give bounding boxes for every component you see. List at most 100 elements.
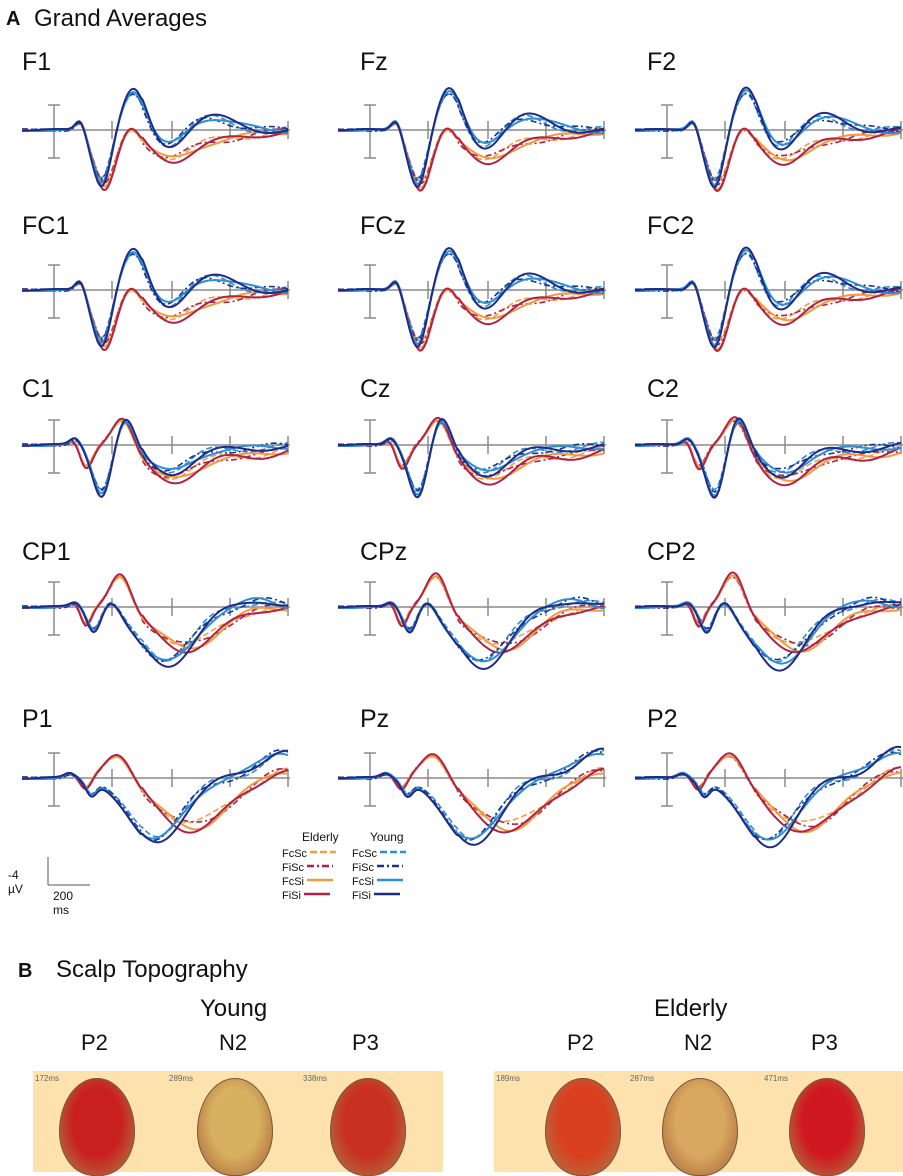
erp-plot-C2: [634, 416, 903, 499]
topo-component-label: P3: [811, 1030, 838, 1055]
legend-swatch: [373, 892, 400, 896]
legend-swatch: [307, 878, 333, 882]
legend-item-young-FiSi: FiSi: [352, 889, 402, 903]
legend-item-label: FiSi: [352, 890, 371, 902]
series-line-elderly-FiSi: [634, 416, 902, 487]
electrode-label: Pz: [360, 705, 390, 733]
series-line-elderly-FiSc: [22, 755, 289, 823]
legend-item-young-FiSc: FiSc: [352, 861, 405, 875]
topo-component-label: N2: [219, 1030, 248, 1055]
legend-item-label: FiSc: [282, 862, 304, 874]
erp-plot-P1: [21, 749, 290, 844]
scale-bar-time: 200 ms: [53, 889, 74, 917]
erp-plot-Cz: [337, 416, 606, 499]
series-line-elderly-FcSi: [21, 575, 288, 650]
series-line-young-FiSi: [634, 246, 902, 349]
legend-item-label: FcSc: [282, 848, 308, 860]
legend-young-title: Young: [370, 830, 404, 844]
topo-young-title: Young: [200, 995, 268, 1022]
scale-bar-lines: [47, 857, 90, 886]
series-line-elderly-FiSi: [21, 417, 289, 485]
erp-plot-F2: [634, 86, 903, 193]
topo-time-label: 471ms: [764, 1074, 789, 1083]
legend-item-elderly-FiSc: FiSc: [282, 861, 335, 875]
electrode-label: F1: [22, 48, 52, 76]
series-line-young-FiSc: [337, 750, 605, 841]
scalp-map-elderly-P3: [789, 1078, 865, 1176]
legend-item-label: FcSc: [352, 848, 378, 860]
topo-time-label: 189ms: [496, 1074, 521, 1083]
erp-plot-FC1: [21, 247, 290, 352]
series-line-elderly-FiSi: [337, 753, 605, 834]
series-line-young-FiSi: [21, 87, 289, 188]
series-line-young-FcSi: [634, 89, 902, 187]
series-line-elderly-FcSi: [337, 419, 605, 480]
series-line-elderly-FcSc: [634, 576, 902, 644]
legend-item-label: FiSi: [282, 890, 301, 902]
electrode-label: CP2: [647, 538, 696, 566]
series-line-young-FcSi: [634, 752, 902, 841]
series-line-young-FiSc: [22, 253, 289, 341]
series-line-elderly-FcSi: [337, 575, 605, 652]
series-line-young-FiSc: [634, 751, 902, 841]
series-line-young-FiSc: [22, 596, 289, 662]
series-line-young-FcSc: [21, 750, 289, 838]
electrode-label: CP1: [22, 538, 71, 566]
legend: Elderly Young FcSc FiSc FcSi FiSi FcSc FiSc Fc…: [282, 830, 432, 910]
topo-component-label: N2: [684, 1030, 713, 1055]
series-line-young-FiSi: [634, 600, 902, 672]
series-line-young-FiSi: [337, 247, 605, 349]
series-line-young-FiSi: [634, 86, 902, 189]
panel-a-letter: A: [6, 8, 21, 30]
legend-elderly-title: Elderly: [302, 830, 339, 844]
legend-swatch: [380, 850, 407, 854]
electrode-label: CPz: [360, 538, 408, 566]
series-line-young-FiSi: [337, 417, 605, 499]
series-line-elderly-FcSi: [634, 418, 902, 482]
series-line-elderly-FcSc: [634, 420, 902, 480]
erp-plot-Pz: [337, 747, 606, 846]
erp-plot-C1: [21, 417, 290, 499]
series-line-young-FcSi: [337, 753, 605, 840]
series-line-young-FiSi: [337, 601, 605, 671]
scalp-map-young-P3: [330, 1078, 406, 1176]
legend-item-label: FcSi: [282, 876, 304, 888]
electrode-label: Fz: [360, 48, 388, 76]
topo-time-label: 172ms: [35, 1074, 60, 1083]
electrode-label: P2: [647, 705, 678, 733]
series-line-young-FiSi: [21, 418, 289, 499]
scalp-map-young-N2: [197, 1078, 273, 1176]
legend-item-elderly-FiSi: FiSi: [282, 889, 332, 903]
electrode-label: FC1: [22, 212, 70, 240]
series-line-young-FcSc: [337, 599, 605, 663]
electrode-label: P1: [22, 705, 53, 733]
series-line-young-FiSi: [21, 749, 288, 844]
legend-item-label: FiSc: [352, 862, 374, 874]
erp-plot-CP2: [634, 571, 903, 672]
series-line-young-FiSi: [21, 601, 289, 668]
erp-plot-CPz: [337, 572, 606, 671]
legend-swatch: [377, 864, 403, 868]
series-line-young-FcSi: [337, 598, 605, 663]
legend-swatch: [307, 864, 333, 868]
legend-item-elderly-FcSi: FcSi: [282, 875, 335, 889]
erp-plot-FCz: [337, 247, 606, 352]
scalp-map-elderly-P2: [545, 1078, 621, 1176]
topo-time-label: 338ms: [303, 1074, 328, 1083]
series-line-young-FiSc: [22, 749, 289, 842]
series-line-elderly-FiSi: [21, 573, 289, 654]
series-line-young-FiSi: [21, 247, 289, 348]
panel-b-title: Scalp Topography: [56, 956, 248, 983]
panel-b-letter: B: [18, 960, 33, 982]
series-line-young-FcSi: [21, 752, 289, 840]
series-line-elderly-FiSc: [337, 755, 605, 826]
topo-component-label: P2: [81, 1030, 108, 1055]
series-line-young-FiSc: [22, 93, 289, 181]
legend-swatch: [303, 892, 330, 896]
electrode-label: F2: [647, 48, 677, 76]
electrode-label: FC2: [647, 212, 695, 240]
electrode-label: C1: [22, 375, 54, 403]
topo-elderly-title: Elderly: [654, 995, 728, 1022]
series-line-elderly-FcSi: [634, 574, 902, 653]
series-line-young-FiSc: [22, 421, 289, 491]
